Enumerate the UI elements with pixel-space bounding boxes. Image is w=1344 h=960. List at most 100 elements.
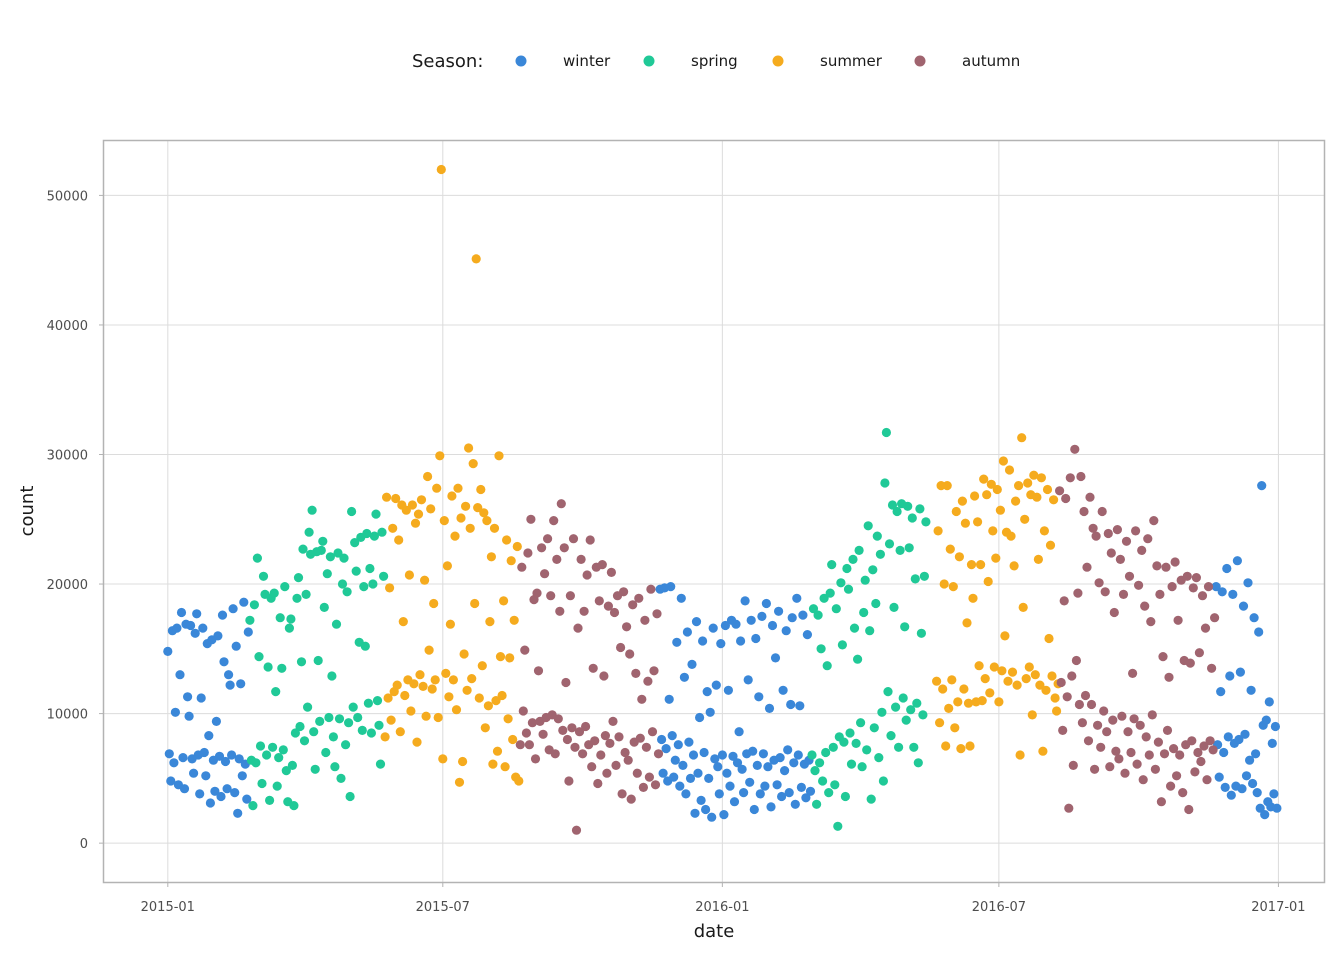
data-point-autumn [565,591,576,601]
data-point-autumn [1135,720,1145,730]
data-point-spring [916,628,927,638]
data-point-spring [319,602,329,613]
data-point-winter [164,749,174,759]
data-point-autumn [1166,781,1176,791]
data-point-summer [499,596,509,606]
data-point-spring [833,821,843,831]
data-point-winter [1238,601,1249,611]
legend-marker-winter [515,55,527,67]
data-point-autumn [1058,725,1068,736]
data-point-summer [426,504,436,514]
data-point-winter [190,628,200,638]
data-point-spring [915,504,925,514]
data-point-autumn [1190,767,1200,777]
y-tick-label: 0 [80,837,88,852]
data-point-spring [334,714,345,724]
data-point-winter [767,620,778,631]
data-point-winter [1220,782,1230,793]
x-axis-title: date [694,921,735,942]
data-point-autumn [523,548,533,558]
data-point-summer [432,483,442,493]
data-point-summer [421,711,431,721]
data-point-winter [178,753,188,763]
data-point-spring [274,753,284,763]
data-point-spring [281,766,291,776]
data-point-summer [1023,478,1033,488]
data-point-summer [1038,746,1048,756]
data-point-winter [761,598,772,609]
data-point-autumn [568,534,579,544]
data-point-summer [458,756,468,767]
data-point-summer [448,675,458,685]
data-point-summer [962,618,972,628]
data-point-spring [862,745,872,755]
series-autumn [515,444,1220,835]
data-point-spring [910,574,920,584]
data-point-summer [932,676,942,686]
data-point-summer [983,576,993,587]
data-point-autumn [1138,775,1148,785]
data-point-summer [483,701,493,711]
data-point-autumn [631,668,641,679]
data-point-summer [468,459,478,469]
data-point-autumn [1137,545,1147,556]
data-point-summer [424,645,434,655]
data-point-summer [427,684,437,694]
data-point-autumn [517,562,527,572]
data-point-summer [977,696,987,706]
data-point-winter [755,789,765,799]
data-point-spring [821,747,831,758]
data-point-winter [786,699,796,710]
data-point-summer [1018,602,1028,613]
data-point-spring [810,766,820,776]
data-point-autumn [1091,531,1101,541]
data-point-winter [196,693,206,703]
data-point-summer [492,746,503,756]
data-point-spring [884,539,895,549]
data-point-summer [965,741,975,751]
data-point-winter [1260,810,1270,820]
data-point-winter [1248,778,1258,789]
data-point-winter [1254,627,1264,637]
data-point-autumn [1208,745,1218,755]
data-point-autumn [532,588,542,598]
data-point-winter [739,788,749,798]
data-point-winter [681,789,691,799]
data-point-summer [476,484,486,495]
data-point-winter [1264,697,1274,707]
data-point-winter [705,707,715,717]
data-point-autumn [1149,516,1159,526]
data-point-spring [304,527,314,537]
y-tick-label: 10000 [47,708,88,723]
data-point-winter [780,766,790,776]
data-point-autumn [1126,747,1136,758]
data-point-spring [906,705,916,715]
data-point-summer [420,575,430,585]
data-point-winter [676,593,686,603]
series-summer [380,164,1063,787]
data-point-summer [1000,631,1010,641]
data-point-autumn [515,740,525,750]
data-point-autumn [1085,492,1095,502]
data-point-autumn [593,778,603,789]
data-point-winter [234,754,244,764]
data-point-autumn [562,734,573,745]
data-point-summer [953,697,963,707]
data-point-spring [298,544,308,554]
data-point-summer [380,732,390,742]
data-point-spring [874,753,884,763]
data-point-autumn [564,776,574,786]
data-point-summer [418,681,428,692]
data-point-winter [760,781,770,791]
data-point-summer [1012,680,1022,690]
data-point-autumn [611,760,621,771]
data-point-autumn [1141,732,1151,742]
data-point-autumn [649,666,659,676]
data-point-summer [509,615,519,625]
data-point-autumn [1076,471,1086,482]
data-point-autumn [521,728,532,738]
data-point-spring [255,741,266,751]
data-point-winter [746,615,756,625]
data-point-autumn [1097,506,1107,517]
data-point-summer [486,552,496,562]
